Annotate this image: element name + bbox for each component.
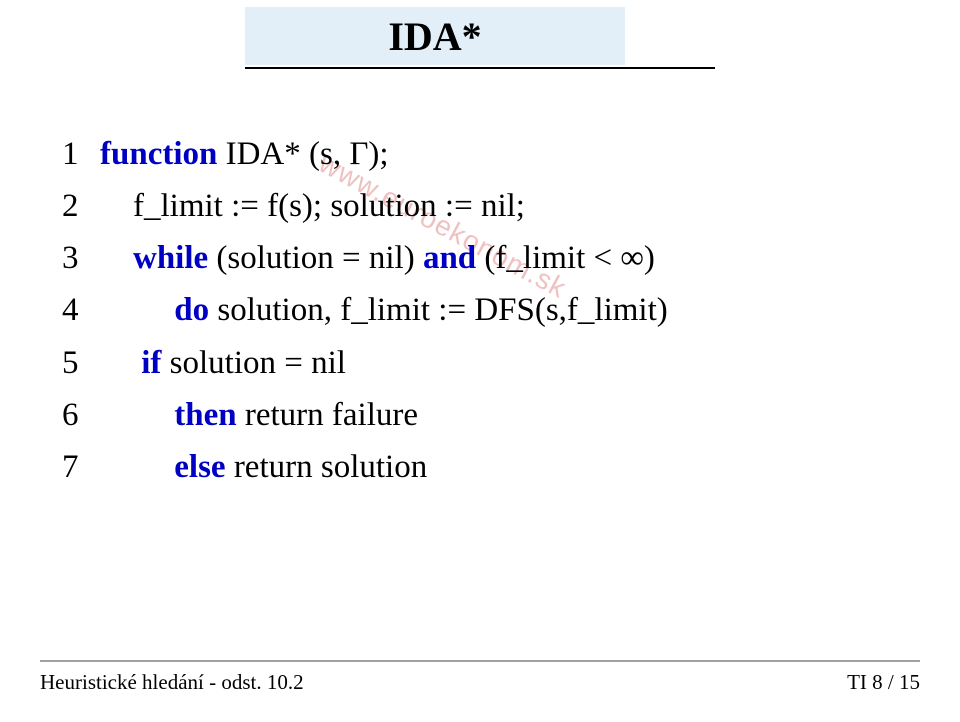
- keyword: function: [100, 136, 217, 172]
- footer-left: Heuristické hledání - odst. 10.2: [40, 670, 304, 695]
- code-text: [100, 449, 174, 485]
- keyword: do: [174, 292, 209, 328]
- code-text: [100, 345, 141, 381]
- keyword: then: [174, 397, 236, 433]
- code-text: [100, 397, 174, 433]
- code-line: 3 while (solution = nil) and (f_limit < …: [62, 232, 668, 284]
- code-line: 6 then return failure: [62, 389, 668, 441]
- code-line: 4 do solution, f_limit := DFS(s,f_limit): [62, 284, 668, 336]
- slide-title: IDA*: [388, 13, 481, 60]
- footer-right: TI 8 / 15: [847, 670, 920, 695]
- code-text: IDA* (s, Γ);: [217, 136, 388, 172]
- line-number: 3: [62, 232, 100, 284]
- title-underline: [245, 67, 715, 69]
- title-box: IDA*: [245, 7, 625, 65]
- code-text: solution, f_limit := DFS(s,f_limit): [209, 292, 668, 328]
- code-text: (f_limit < ∞): [476, 240, 655, 276]
- page-current: 8: [872, 670, 883, 694]
- footer-divider: [40, 660, 920, 662]
- keyword: if: [141, 345, 161, 381]
- keyword: while: [133, 240, 208, 276]
- line-number: 1: [62, 128, 100, 180]
- code-text: [100, 292, 174, 328]
- code-line: 5 if solution = nil: [62, 337, 668, 389]
- code-text: return failure: [237, 397, 418, 433]
- code-line: 7 else return solution: [62, 441, 668, 493]
- page-total: 15: [899, 670, 920, 694]
- line-number: 6: [62, 389, 100, 441]
- code-text: [100, 240, 133, 276]
- slide: IDA* www.euroekonom.sk 1function IDA* (s…: [0, 0, 960, 722]
- line-number: 4: [62, 284, 100, 336]
- pseudocode-block: 1function IDA* (s, Γ);2 f_limit := f(s);…: [62, 128, 668, 493]
- line-number: 5: [62, 337, 100, 389]
- keyword: else: [174, 449, 225, 485]
- keyword: and: [423, 240, 476, 276]
- line-number: 7: [62, 441, 100, 493]
- code-text: f_limit := f(s); solution := nil;: [100, 188, 525, 224]
- footer-prefix: TI: [847, 670, 872, 694]
- code-line: 2 f_limit := f(s); solution := nil;: [62, 180, 668, 232]
- code-line: 1function IDA* (s, Γ);: [62, 128, 668, 180]
- code-text: solution = nil: [161, 345, 346, 381]
- code-text: (solution = nil): [208, 240, 423, 276]
- code-text: return solution: [226, 449, 428, 485]
- line-number: 2: [62, 180, 100, 232]
